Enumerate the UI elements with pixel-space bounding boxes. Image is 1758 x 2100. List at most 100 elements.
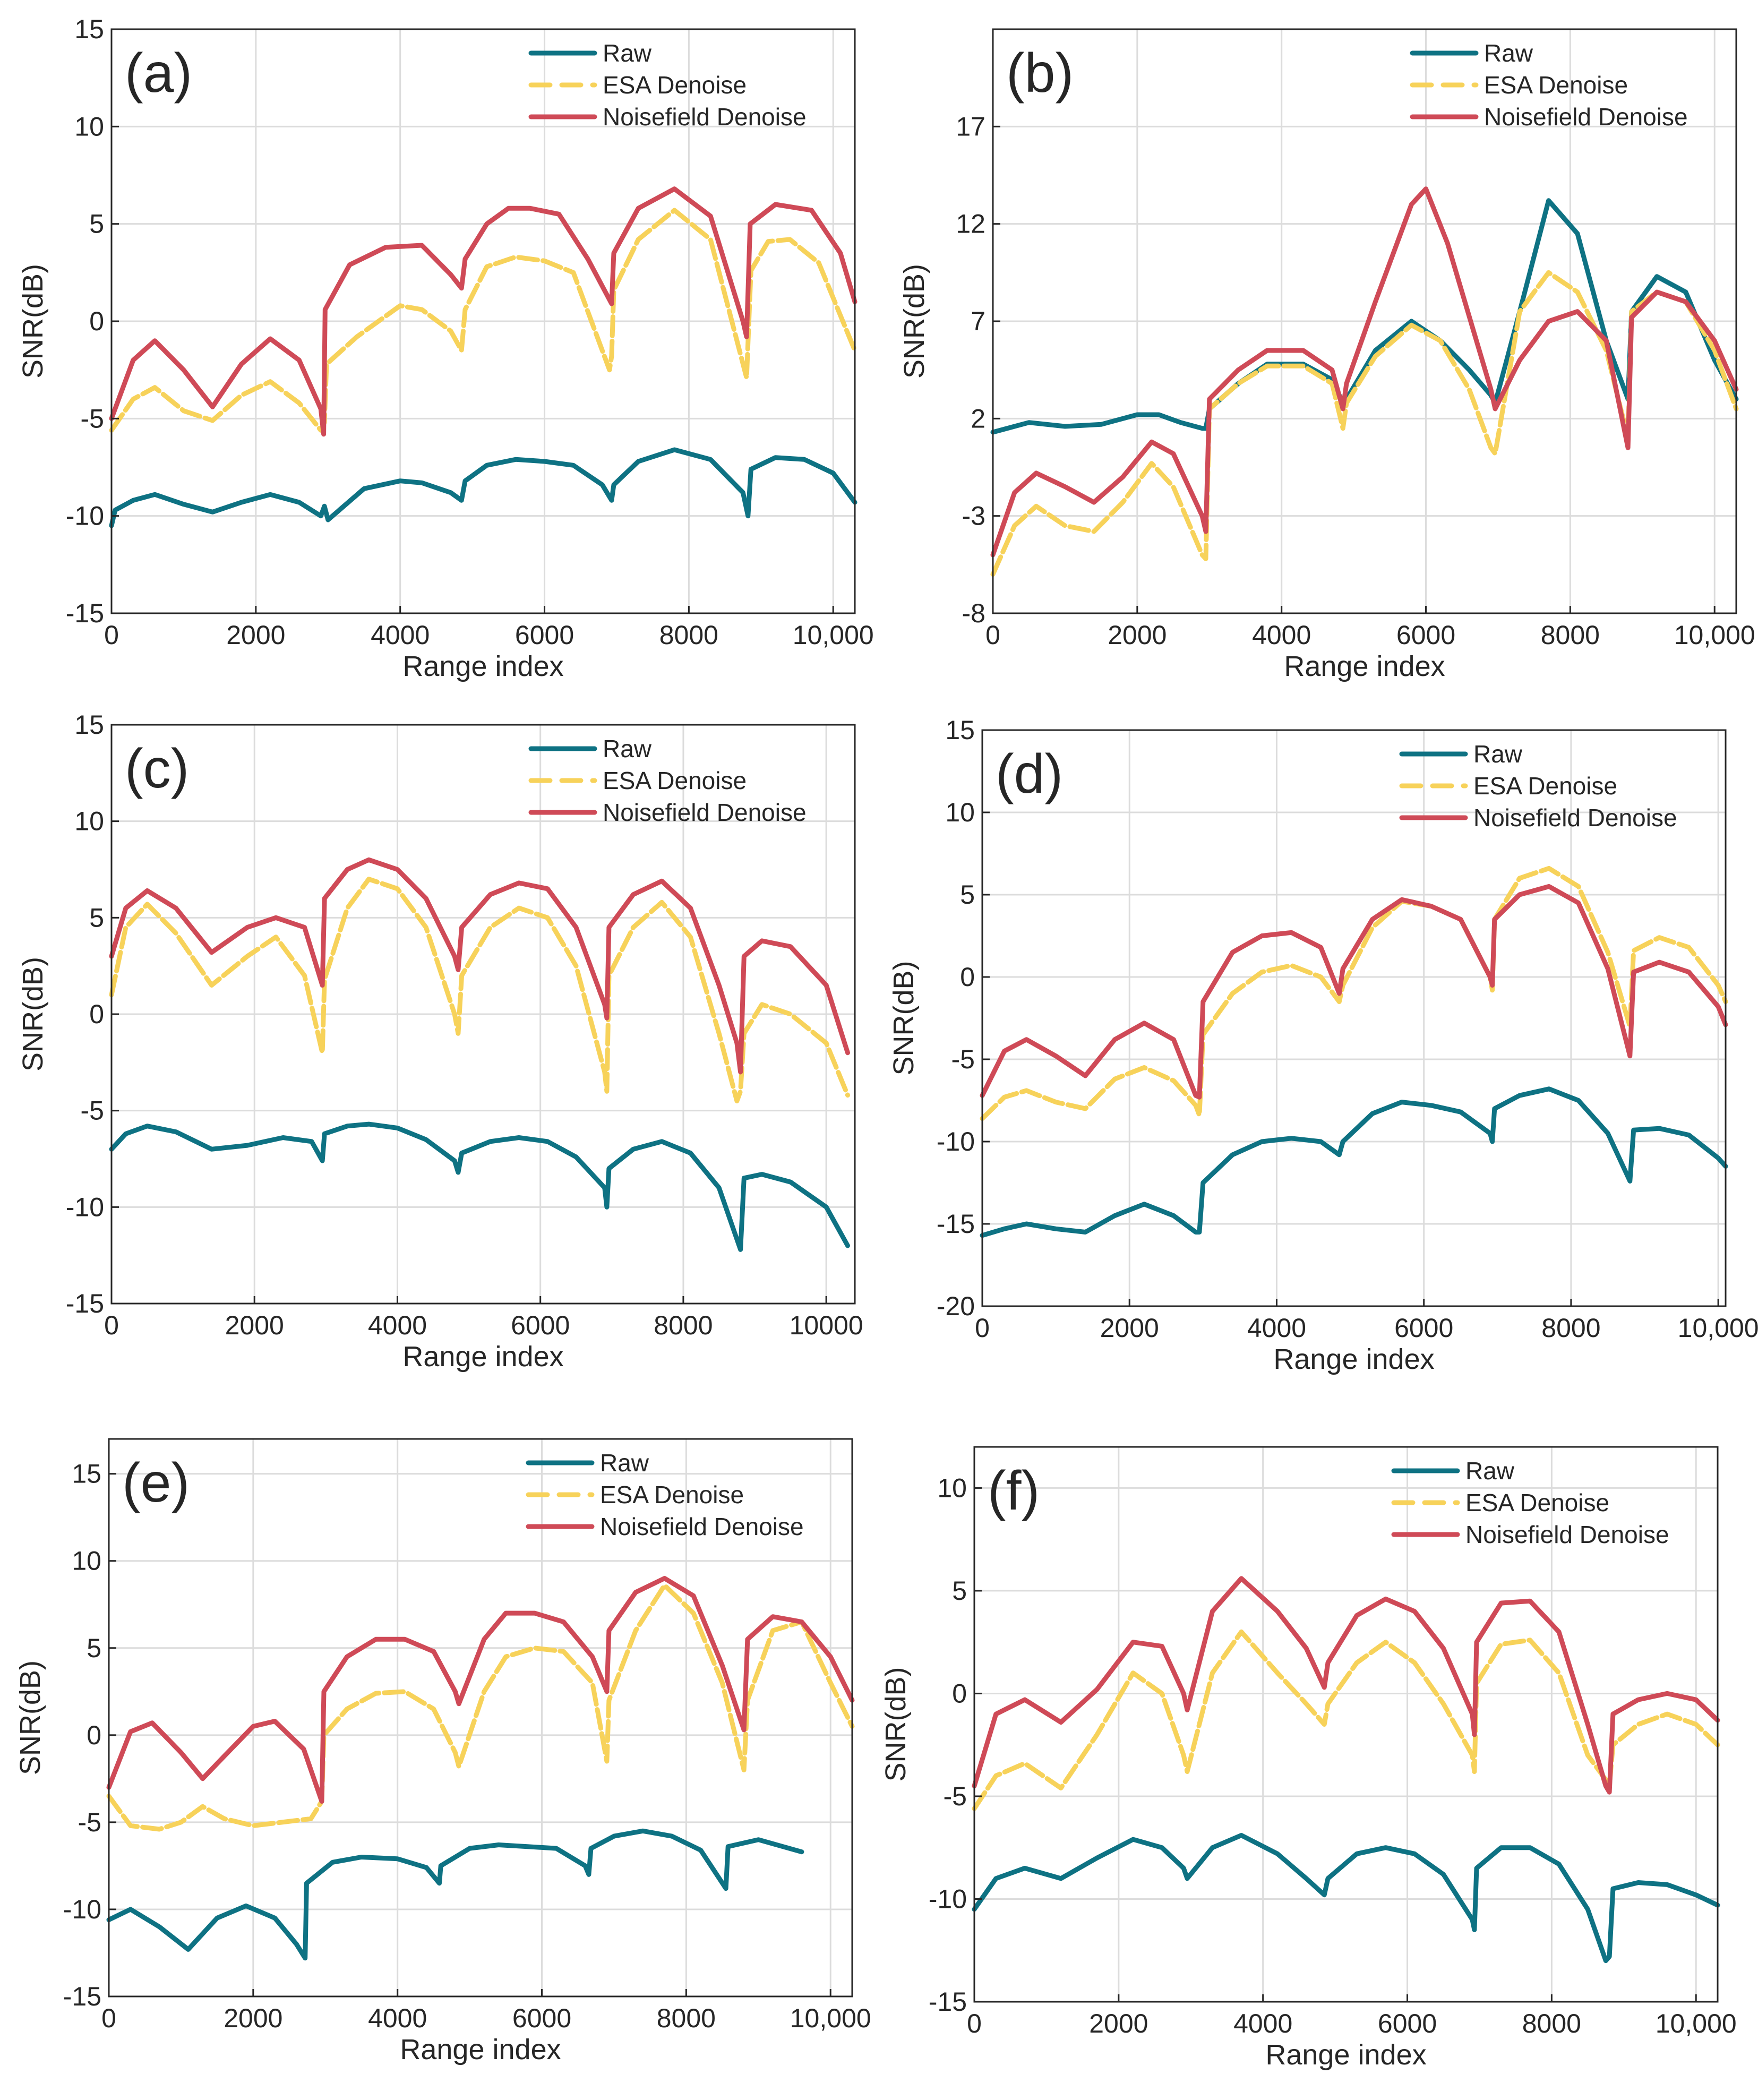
x-tick-label: 2000	[224, 2003, 282, 2033]
y-tick-label: 10	[74, 807, 104, 836]
y-tick-label: 15	[74, 14, 104, 44]
gridlines	[982, 730, 1726, 1306]
x-axis-label: Range index	[1284, 650, 1445, 682]
legend-label: Noisefield Denoise	[1465, 1521, 1669, 1548]
y-tick-label: 0	[89, 306, 104, 336]
legend-label: Noisefield Denoise	[1473, 804, 1677, 832]
y-tick-label: -5	[78, 1807, 101, 1837]
y-tick-label: 12	[956, 209, 985, 239]
y-tick-label: -10	[929, 1884, 967, 1914]
y-tick-label: -10	[63, 1895, 101, 1924]
legend: Raw ESA Denoise Noisefield Denoise	[528, 39, 807, 131]
series-line-raw	[990, 198, 1739, 435]
x-tick-label: 2000	[226, 620, 285, 650]
y-tick-label: 0	[952, 1678, 967, 1708]
x-tick-label: 6000	[1378, 2009, 1437, 2038]
y-tick-label: 10	[74, 112, 104, 141]
y-tick-label: 0	[960, 962, 975, 992]
series-line-noisefield-denoise	[109, 857, 850, 1075]
x-tick-label: 0	[101, 2003, 116, 2033]
y-axis-label: SNR(dB)	[880, 1667, 912, 1781]
panel-label: (a)	[125, 42, 192, 104]
x-tick-label: 6000	[1396, 620, 1455, 650]
legend-label: Noisefield Denoise	[603, 103, 807, 131]
x-tick-label: 4000	[368, 2003, 427, 2033]
y-tick-label: -15	[937, 1209, 975, 1239]
x-tick-label: 8000	[1541, 620, 1600, 650]
x-tick-label: 2000	[1100, 1313, 1159, 1343]
y-tick-label: 5	[87, 1633, 101, 1663]
x-tick-label: 0	[975, 1313, 990, 1343]
y-axis-label: SNR(dB)	[888, 961, 920, 1075]
y-tick-label: -20	[937, 1291, 975, 1321]
panel-label: (b)	[1006, 42, 1074, 104]
y-tick-label: -10	[66, 501, 104, 531]
legend: Raw ESA Denoise Noisefield Denoise	[1410, 39, 1688, 131]
series-line-noisefield-denoise	[972, 1576, 1720, 1795]
series-line-noisefield-denoise	[106, 1576, 855, 1804]
y-tick-label: 15	[74, 710, 104, 740]
series-line-raw	[109, 1121, 850, 1252]
legend: Raw ESA Denoise Noisefield Denoise	[528, 735, 807, 826]
chart-panel-d: 0 2000 4000 6000 8000 10,000 -20 -15 -10 -5 0 5 10 15…	[888, 715, 1758, 1375]
series-line-noisefield-denoise	[990, 186, 1739, 558]
x-tick-label: 6000	[1394, 1313, 1453, 1343]
legend-label: ESA Denoise	[603, 71, 747, 99]
x-tick-label: 10,000	[793, 620, 874, 650]
y-tick-label: 0	[87, 1720, 101, 1750]
legend-label: Noisefield Denoise	[600, 1513, 804, 1540]
x-axis-label: Range index	[400, 2034, 561, 2065]
x-tick-label: 0	[104, 1310, 119, 1340]
x-tick-label: 6000	[512, 2003, 571, 2033]
legend-label: ESA Denoise	[1473, 772, 1617, 800]
plot-area	[974, 1447, 1718, 2002]
y-tick-label: 7	[971, 306, 985, 336]
legend-label: Raw	[600, 1449, 649, 1477]
series-line-raw	[106, 1828, 804, 1961]
x-tick-label: 0	[967, 2009, 982, 2038]
y-tick-label: 5	[89, 903, 104, 932]
legend-label: Raw	[1465, 1457, 1515, 1485]
series-line-raw	[972, 1833, 1720, 1964]
y-tick-label: 0	[89, 999, 104, 1029]
series-line-esa-denoise	[109, 877, 850, 1103]
x-tick-label: 8000	[654, 1310, 713, 1340]
x-tick-label: 8000	[659, 620, 718, 650]
series-line-noisefield-denoise	[980, 884, 1728, 1100]
x-tick-label: 2000	[1108, 620, 1167, 650]
y-tick-label: -3	[962, 501, 985, 531]
x-tick-label: 4000	[368, 1310, 427, 1340]
legend-label: ESA Denoise	[1484, 71, 1628, 99]
y-tick-label: -5	[951, 1044, 975, 1074]
y-tick-label: 5	[960, 880, 975, 910]
y-tick-label: -15	[66, 598, 104, 628]
y-tick-label: 10	[937, 1473, 967, 1503]
series-line-esa-denoise	[109, 208, 857, 433]
legend-label: ESA Denoise	[600, 1481, 744, 1508]
x-tick-label: 8000	[1522, 2009, 1581, 2038]
axes-frame	[973, 1446, 1719, 2003]
legend-label: Raw	[1473, 740, 1523, 768]
legend: Raw ESA Denoise Noisefield Denoise	[526, 1449, 804, 1540]
x-tick-label: 8000	[657, 2003, 716, 2033]
plot-area	[982, 730, 1726, 1306]
y-tick-label: -5	[81, 1096, 104, 1126]
chart-panel-f: 0 2000 4000 6000 8000 10,000 -15 -10 -5 0 5 10 Range…	[880, 1446, 1737, 2071]
y-tick-label: -10	[66, 1192, 104, 1222]
panel-label: (f)	[988, 1460, 1040, 1522]
x-tick-label: 8000	[1541, 1313, 1600, 1343]
legend-label: Raw	[603, 735, 652, 762]
series-line-esa-denoise	[106, 1583, 855, 1832]
legend-label: Noisefield Denoise	[603, 799, 807, 826]
x-tick-label: 4000	[1247, 1313, 1306, 1343]
x-tick-label: 6000	[511, 1310, 570, 1340]
x-tick-label: 10000	[790, 1310, 863, 1340]
gridlines	[112, 725, 855, 1304]
gridlines	[974, 1447, 1718, 2002]
y-tick-label: -5	[81, 404, 104, 433]
legend-label: ESA Denoise	[1465, 1489, 1609, 1516]
x-tick-label: 0	[104, 620, 119, 650]
y-tick-label: 10	[945, 798, 975, 827]
x-axis-label: Range index	[1273, 1343, 1434, 1375]
